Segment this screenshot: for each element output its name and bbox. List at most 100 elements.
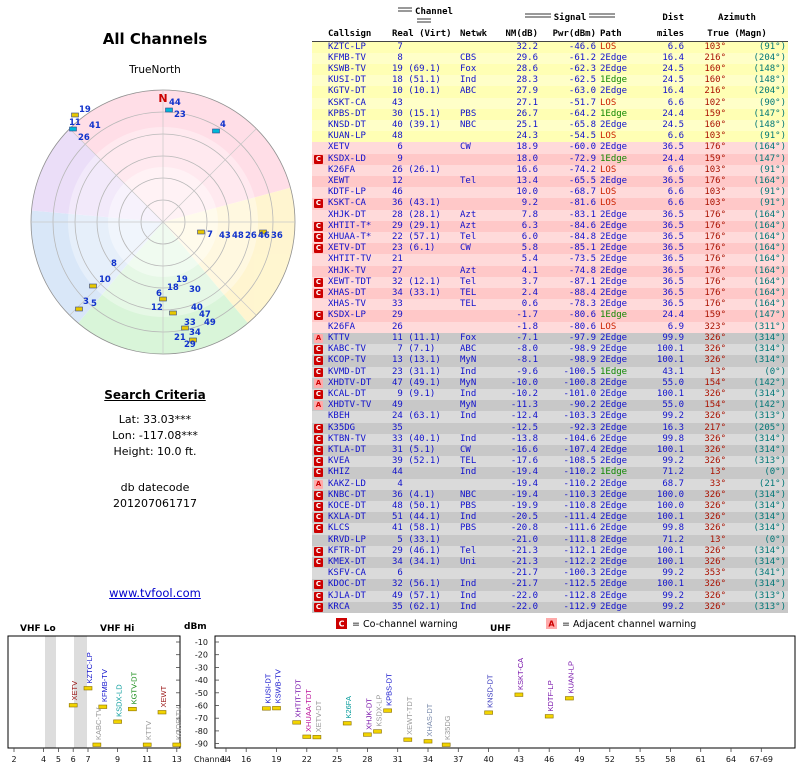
callsign-link[interactable]: KBEH [328, 411, 350, 422]
callsign-link[interactable]: KTLA-DT [328, 444, 366, 455]
callsign-link[interactable]: KFMB-TV [328, 52, 366, 63]
azimuth-magn-cell: (90°) [758, 97, 786, 108]
callsign-link[interactable]: KPBS-DT [328, 108, 366, 119]
network-cell: TEL [460, 299, 477, 310]
table-row: C KABC-TV 7 (7.1) ABC -8.0 -98.9 2Edge 100.1 32… [312, 344, 788, 356]
callsign-link[interactable]: XHAS-DT [328, 288, 366, 299]
callsign-link[interactable]: XEWT-TDT [328, 276, 372, 287]
datecode-label: db datecode [120, 481, 190, 494]
warning-cell: C [312, 523, 326, 534]
callsign-link[interactable]: XHAS-TV [328, 299, 366, 310]
callsign-link[interactable]: KSWB-TV [328, 64, 366, 75]
callsign-link[interactable]: XHUAA-T* [328, 232, 372, 243]
callsign-link[interactable]: KUSI-DT [328, 75, 366, 86]
adjacent-legend-icon [546, 618, 557, 629]
table-row: K26FA 26 (26.1) 16.6 -74.2 LOS 6.6 103° (91°) [312, 164, 788, 177]
callsign-link[interactable]: XHTIT-TV [328, 254, 372, 265]
co-channel-warning-icon: C [314, 345, 323, 355]
callsign-link[interactable]: KXLA-DT [328, 512, 366, 523]
path-cell: LOS [600, 321, 617, 332]
channel-cell: 6 [392, 568, 403, 579]
callsign-link[interactable]: KLCS [328, 523, 350, 534]
miles-cell: 55.0 [662, 400, 684, 411]
miles-cell: 24.4 [662, 153, 684, 164]
callsign-link[interactable]: KTBN-TV [328, 433, 366, 444]
miles-cell: 24.4 [662, 310, 684, 321]
callsign-link[interactable]: KZTC-LP [328, 41, 366, 52]
callsign-link[interactable]: KRCA [328, 601, 350, 612]
warning-cell [312, 187, 326, 198]
polar-sectors [30, 90, 296, 355]
channel-cell: 6 [392, 142, 403, 153]
callsign-link[interactable]: KNBC-DT [328, 489, 366, 500]
callsign-link[interactable]: KVMD-DT [328, 366, 366, 377]
callsign-link[interactable]: K35DG [328, 422, 356, 433]
callsign-link[interactable]: KVEA [328, 456, 350, 467]
callsign-link[interactable]: KSDX-LD [328, 153, 366, 164]
miles-cell: 6.6 [667, 164, 684, 175]
channel-group-header: Channel [415, 7, 453, 17]
callsign-link[interactable]: KGTV-DT [328, 86, 366, 97]
callsign-link[interactable]: KJLA-DT [328, 590, 366, 601]
azimuth-true-cell: 176° [704, 142, 726, 153]
co-channel-legend-symbol: C [339, 620, 345, 629]
callsign-link[interactable]: XETV-DT [328, 243, 366, 254]
callsign-link[interactable]: XHJK-TV [328, 265, 366, 276]
azimuth-true-cell: 353° [704, 568, 726, 579]
callsign-link[interactable]: XETV [328, 142, 350, 153]
callsign-link[interactable]: KFTR-DT [328, 545, 366, 556]
callsign-link[interactable]: KAKZ-LD [328, 478, 366, 489]
azimuth-true-cell: 103° [704, 41, 726, 52]
pwr-cell: -80.6 [568, 310, 596, 321]
callsign-link[interactable]: KSDX-LP [328, 310, 366, 321]
dist-group-header: Dist [662, 12, 684, 23]
callsign-link[interactable]: XHTIT-T* [328, 220, 372, 231]
callsign-link[interactable]: KSKT-CA [328, 97, 366, 108]
co-channel-warning-icon: C [314, 389, 323, 399]
pwr-cell: -112.9 [563, 601, 596, 612]
callsign-link[interactable]: KRVD-LP [328, 534, 366, 545]
channel-tick-label: 46 [544, 755, 554, 764]
callsign-link[interactable]: KDTF-LP [328, 187, 366, 198]
co-channel-warning-icon: C [314, 289, 323, 299]
callsign-link[interactable]: KMEX-DT [328, 556, 366, 567]
channel-cell: 29 (46.1) [392, 545, 441, 556]
callsign-link[interactable]: KTTV [328, 332, 350, 343]
callsign-link[interactable]: XHJK-DT [328, 209, 366, 220]
pwr-cell: -111.8 [563, 534, 596, 545]
callsign-link[interactable]: KOCE-DT [328, 500, 366, 511]
callsign-link[interactable]: XHDTV-DT [328, 377, 372, 388]
callsign-link[interactable]: KCOP-TV [328, 355, 366, 366]
azimuth-true-cell: 13° [709, 467, 726, 478]
callsign-link[interactable]: XEWT [328, 176, 350, 187]
callsign-link[interactable]: KSKT-CA [328, 198, 366, 209]
path-cell: 2Edge [600, 601, 628, 612]
channel-cell: 33 (40.1) [392, 433, 441, 444]
sector-east [163, 187, 296, 324]
warning-cell: C [312, 546, 326, 557]
callsign-link[interactable]: KUAN-LP [328, 131, 366, 142]
callsign-link[interactable]: KHIZ [328, 467, 350, 478]
callsign-link[interactable]: KSFV-CA [328, 568, 366, 579]
path-header: Path [598, 29, 644, 42]
callsign-link[interactable]: KNSD-DT [328, 120, 366, 131]
callsign-link[interactable]: K26FA [328, 321, 356, 332]
callsign-link[interactable]: KDOC-DT [328, 579, 366, 590]
warning-cell: C [312, 221, 326, 232]
callsign-link[interactable]: KCAL-DT [328, 388, 366, 399]
azimuth-true-cell: 326° [704, 500, 726, 511]
callsign-link[interactable]: K26FA [328, 164, 356, 175]
uhf-panel [214, 635, 796, 749]
callsign-link[interactable]: XHDTV-TV [328, 400, 372, 411]
nm-cell: -16.6 [510, 444, 538, 455]
polar-channel-label: 40 [191, 303, 203, 313]
polar-station-pip [165, 107, 173, 113]
polar-spoke [69, 128, 257, 316]
callsign-link[interactable]: KABC-TV [328, 344, 366, 355]
azimuth-true-cell: 326° [704, 433, 726, 444]
network-cell [458, 322, 496, 333]
azimuth-true-cell: 326° [704, 444, 726, 455]
miles-cell: 100.1 [656, 355, 684, 366]
tvfool-link[interactable]: www.tvfool.com [109, 586, 201, 600]
table-row: C K35DG 35 -12.5 -92.3 2Edge 16.3 217° (205°) [312, 422, 788, 434]
